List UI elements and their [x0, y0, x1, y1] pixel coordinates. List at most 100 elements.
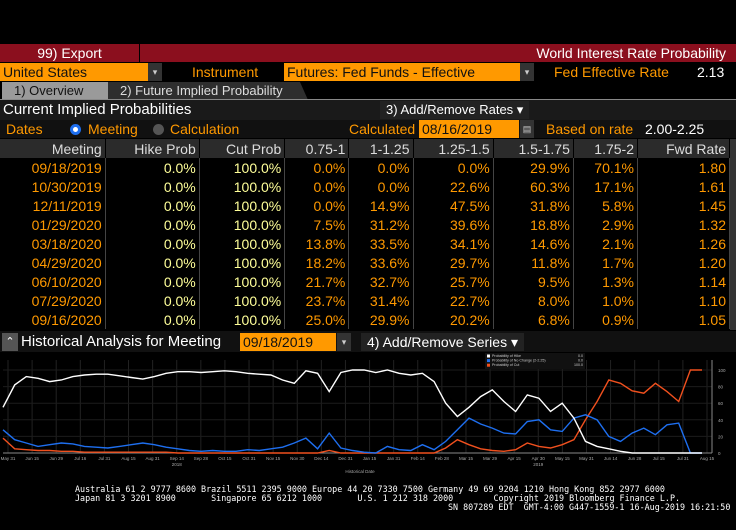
table-cell: 14.6% [493, 234, 574, 253]
add-remove-rates-button[interactable]: 3) Add/Remove Rates ▾ [380, 101, 530, 119]
table-cell: 47.5% [413, 196, 494, 215]
scrollbar[interactable] [730, 139, 736, 330]
legend-label: Probability of No Change (2-2.25) [492, 359, 546, 363]
chart-background [0, 352, 736, 480]
x-tick-label: Oct 31 [242, 456, 256, 461]
table-cell: 0.0% [284, 196, 350, 215]
table-row[interactable]: 10/30/2019 0.0% 100.0% 0.0% 0.0% 22.6% 60.3% 17… [0, 177, 730, 196]
export-button[interactable]: 99) Export [0, 44, 140, 62]
table-row[interactable]: 04/29/2020 0.0% 100.0% 18.2% 33.6% 29.7% 11.8%… [0, 253, 730, 272]
legend-value: 0.0 [578, 359, 583, 363]
table-cell: 9.5% [493, 272, 574, 291]
x-tick-label: Jul 31 [677, 456, 690, 461]
historical-chart: May 31 Jun 15 Jun 29 Jul 16 Jul 31 Aug 15 Aug … [0, 352, 736, 480]
table-row[interactable]: 03/18/2020 0.0% 100.0% 13.8% 33.5% 34.1% 14.6%… [0, 234, 730, 253]
table-cell: 31.8% [493, 196, 574, 215]
x-tick-label: Oct 15 [218, 456, 232, 461]
legend-swatch [487, 363, 490, 367]
table-row[interactable]: 07/29/2020 0.0% 100.0% 23.7% 31.4% 22.7% 8.0% 1… [0, 291, 730, 310]
based-on-rate-label: Based on rate [546, 121, 634, 137]
table-cell: 0.0% [105, 196, 200, 215]
x-tick-label: Mar 15 [459, 456, 474, 461]
table-cell: 22.6% [413, 177, 494, 196]
table-cell: 1.0% [573, 291, 639, 310]
table-cell: 0.0% [105, 177, 200, 196]
table-cell: 100.0% [199, 253, 286, 272]
calculated-date-input[interactable]: 08/16/2019 [419, 120, 519, 138]
legend-swatch [487, 359, 490, 363]
x-tick-label: Aug 15 [700, 456, 715, 461]
column-header[interactable]: Hike Prob [105, 139, 200, 158]
table-cell: 31.2% [348, 215, 414, 234]
table-row[interactable]: 01/29/2020 0.0% 100.0% 7.5% 31.2% 39.6% 18.8% 2… [0, 215, 730, 234]
table-cell: 29.7% [413, 253, 494, 272]
chevron-down-icon[interactable]: ▾ [520, 63, 534, 81]
column-header[interactable]: 1.75-2 [573, 139, 639, 158]
radio-calculation[interactable] [153, 124, 164, 135]
column-header[interactable]: 1.5-1.75 [493, 139, 574, 158]
legend-label: Probability of Hike [492, 354, 521, 358]
x-tick-label: Sep 14 [170, 456, 185, 461]
instrument-select[interactable]: Futures: Fed Funds - Effective [284, 63, 520, 81]
column-header[interactable]: Cut Prob [199, 139, 286, 158]
year-label: 2019 [533, 462, 544, 467]
table-cell: 1.10 [637, 291, 730, 310]
x-tick-label: Jun 14 [604, 456, 618, 461]
table-cell: 1.26 [637, 234, 730, 253]
table-row[interactable]: 06/10/2020 0.0% 100.0% 21.7% 32.7% 25.7% 9.5% 1… [0, 272, 730, 291]
chevron-down-icon[interactable]: ▾ [148, 63, 162, 81]
x-tick-label: May 31 [579, 456, 594, 461]
column-header[interactable]: Meeting [0, 139, 106, 158]
chart-legend: Probability of Hike 0.0 Probability of No … [485, 353, 585, 369]
table-cell: 100.0% [199, 291, 286, 310]
table-cell: 20.2% [413, 310, 494, 329]
table-cell: 0.0% [105, 310, 200, 329]
table-cell: 100.0% [199, 158, 286, 177]
meeting-date-select[interactable]: 09/18/2019 [240, 333, 336, 351]
based-on-rate-value: 2.00-2.25 [645, 121, 705, 137]
footer-line-2: Japan 81 3 3201 8900 Singapore 65 6212 1… [75, 493, 681, 503]
footer-line-3: SN 807289 EDT GMT-4:00 G447-1559-1 16-Au… [448, 502, 731, 512]
table-row[interactable]: 09/18/2019 0.0% 100.0% 0.0% 0.0% 0.0% 29.9% 70.… [0, 158, 730, 177]
table-cell: 31.4% [348, 291, 414, 310]
table-cell: 29.9% [348, 310, 414, 329]
probabilities-table: Meeting Hike Prob Cut Prob 0.75-1 1-1.25 1.25… [0, 139, 730, 329]
tab-future-implied-probability[interactable]: 2) Future Implied Probability [108, 82, 308, 100]
table-cell: 0.0% [284, 177, 350, 196]
table-cell: 14.9% [348, 196, 414, 215]
x-tick-label: Aug 31 [145, 456, 160, 461]
x-tick-label: Aug 15 [121, 456, 136, 461]
meeting-option-label[interactable]: Meeting [88, 121, 138, 137]
column-header[interactable]: 1.25-1.5 [413, 139, 494, 158]
country-select[interactable]: United States [0, 63, 148, 81]
fed-rate-label: Fed Effective Rate [554, 64, 669, 80]
column-header[interactable]: 0.75-1 [284, 139, 350, 158]
table-cell: 1.14 [637, 272, 730, 291]
series-line [2, 414, 702, 454]
table-cell: 100.0% [199, 196, 286, 215]
radio-meeting[interactable] [70, 124, 81, 135]
collapse-icon[interactable]: ⌃ [2, 333, 18, 351]
table-cell: 18.2% [284, 253, 350, 272]
calendar-icon[interactable]: ▤ [520, 120, 534, 138]
legend-value: 100.0 [574, 363, 583, 367]
add-remove-series-button[interactable]: 4) Add/Remove Series ▾ [361, 333, 524, 351]
column-header[interactable]: Fwd Rate [637, 139, 730, 158]
chevron-down-icon[interactable]: ▾ [337, 333, 351, 351]
table-row[interactable]: 12/11/2019 0.0% 100.0% 0.0% 14.9% 47.5% 31.8% 5… [0, 196, 730, 215]
table-row[interactable]: 09/16/2020 0.0% 100.0% 25.0% 29.9% 20.2% 6.8% 0… [0, 310, 730, 329]
table-cell: 1.32 [637, 215, 730, 234]
table-cell: 1.61 [637, 177, 730, 196]
table-cell: 33.6% [348, 253, 414, 272]
table-cell: 33.5% [348, 234, 414, 253]
column-header[interactable]: 1-1.25 [348, 139, 414, 158]
y-tick-label: 0 [718, 451, 721, 456]
calculation-option-label[interactable]: Calculation [170, 121, 240, 137]
table-cell: 21.7% [284, 272, 350, 291]
table-cell: 1.7% [573, 253, 639, 272]
tab-overview[interactable]: 1) Overview [2, 82, 108, 100]
y-tick-label: 60 [718, 401, 724, 406]
x-tick-label: Feb 28 [435, 456, 450, 461]
year-label: 2018 [172, 462, 183, 467]
historical-title: Historical Analysis for Meeting [21, 333, 222, 350]
